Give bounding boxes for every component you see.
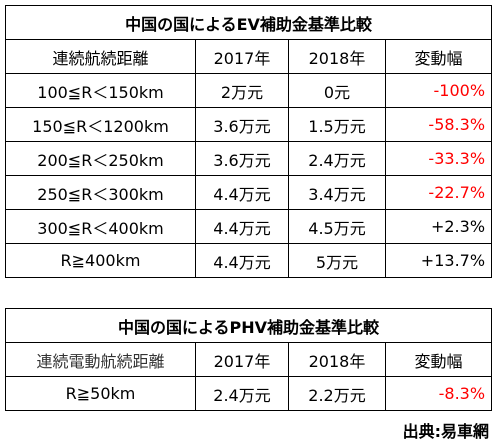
data-cell: 300≦R＜400km [5,209,196,244]
data-cell: 1.5万元 [288,107,386,142]
data-row: R≧50km 2.4万元 2.2万元 -8.3% [5,376,493,411]
header-row: 連続電動航続距離 2017年 2018年 変動幅 [5,342,493,377]
table-title: 中国の国によるPHV補助金基準比較 [4,308,493,343]
data-cell: 2.4万元 [195,376,289,411]
data-row: 150≦R＜1200km 3.6万元 1.5万元 -58.3% [5,107,493,142]
data-cell: 150≦R＜1200km [5,107,196,142]
data-cell: +13.7% [384,243,493,278]
data-cell: 200≦R＜250km [5,141,196,176]
data-cell: -22.7% [384,175,493,210]
data-cell: 4.4万元 [195,243,289,278]
title-row: 中国の国によるPHV補助金基準比較 [4,308,493,343]
header-cell: 連続航続距離 [5,39,196,74]
ev-table: 中国の国によるEV補助金基準比較 連続航続距離 2017年 2018年 変動幅 100≦R… [4,5,493,278]
data-cell: 250≦R＜300km [5,175,196,210]
data-cell: -33.3% [384,141,493,176]
header-cell: 2018年 [288,39,386,74]
phv-table: 中国の国によるPHV補助金基準比較 連続電動航続距離 2017年 2018年 変動幅 R≧… [4,308,493,411]
data-row: 100≦R＜150km 2万元 0元 -100% [5,73,493,108]
header-cell: 変動幅 [384,39,493,74]
data-row: 250≦R＜300km 4.4万元 3.4万元 -22.7% [5,175,493,210]
header-cell: 2017年 [195,39,289,74]
data-cell: 4.5万元 [288,209,386,244]
data-cell: 4.4万元 [195,175,289,210]
data-row: 200≦R＜250km 3.6万元 2.4万元 -33.3% [5,141,493,176]
data-cell: 3.6万元 [195,107,289,142]
header-cell: 2018年 [288,342,386,377]
data-row: 300≦R＜400km 4.4万元 4.5万元 +2.3% [5,209,493,244]
data-cell: 100≦R＜150km [5,73,196,108]
data-cell: 2万元 [195,73,289,108]
data-cell: 0元 [288,73,386,108]
data-cell: 4.4万元 [195,209,289,244]
header-row: 連続航続距離 2017年 2018年 変動幅 [5,39,493,74]
header-cell: 連続電動航続距離 [5,342,196,377]
header-cell: 2017年 [195,342,289,377]
data-cell: +2.3% [384,209,493,244]
data-cell: 3.6万元 [195,141,289,176]
data-cell: -100% [384,73,493,108]
header-cell: 変動幅 [384,342,493,377]
data-cell: R≧50km [5,376,196,411]
title-row: 中国の国によるEV補助金基準比較 [4,5,493,40]
data-cell: -58.3% [384,107,493,142]
data-row: R≧400km 4.4万元 5万元 +13.7% [5,243,493,278]
table-title: 中国の国によるEV補助金基準比較 [4,5,493,40]
data-cell: -8.3% [384,376,493,411]
data-cell: 5万元 [288,243,386,278]
data-cell: 2.2万元 [288,376,386,411]
data-cell: R≧400km [5,243,196,278]
data-cell: 3.4万元 [288,175,386,210]
source: 出典:易車網 [402,422,489,441]
data-cell: 2.4万元 [288,141,386,176]
